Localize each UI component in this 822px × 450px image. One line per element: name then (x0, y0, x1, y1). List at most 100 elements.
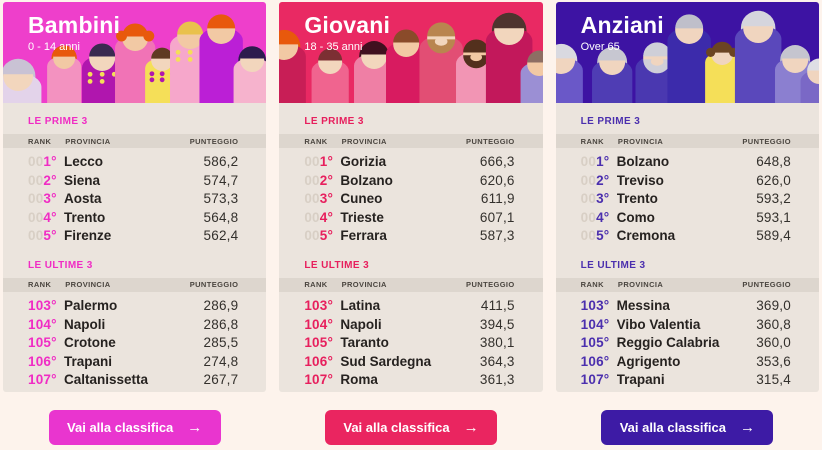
rank-value: 4° (319, 209, 334, 225)
rank-leading-zeros: 00 (580, 209, 597, 225)
table-row: 103° Messina 369,0 (581, 298, 791, 317)
column-header-punteggio: PUNTEGGIO (189, 136, 239, 146)
province-name: Trento (64, 209, 106, 225)
rank-cell: 003° (304, 191, 340, 206)
province-name: Cuneo (340, 191, 383, 207)
column-headers: RANK PROVINCIA PUNTEGGIO (555, 134, 819, 148)
province-name: Sud Sardegna (340, 353, 432, 369)
column-headers: RANK PROVINCIA PUNTEGGIO (3, 134, 267, 148)
province-name: Bolzano (340, 172, 393, 188)
score-value: 411,5 (480, 297, 515, 313)
arrow-right-icon: → (463, 419, 479, 436)
column-header-provincia: PROVINCIA (341, 136, 387, 146)
rank-cell: 107° (581, 372, 617, 387)
province-name: Trapani (616, 372, 665, 388)
province-name: Ferrara (340, 228, 387, 244)
rank-value: 2° (596, 172, 610, 188)
column-header-punteggio: PUNTEGGIO (742, 280, 791, 290)
rank-cell: 001° (304, 154, 340, 169)
arrow-right-icon: → (739, 419, 755, 436)
table-row: 003° Aosta 573,3 (28, 191, 238, 210)
top-section-label: LE PRIME 3 (28, 116, 88, 127)
top-section-label: LE PRIME 3 (304, 116, 364, 127)
rank-cell: 106° (304, 354, 340, 369)
card-body: LE PRIME 3 RANK PROVINCIA PUNTEGGIO 001°… (555, 103, 819, 392)
table-row: 107° Roma 361,3 (304, 372, 514, 391)
rank-value: 107° (580, 372, 610, 388)
rank-cell: 105° (304, 335, 340, 350)
bottom-section-label: LE ULTIME 3 (580, 259, 646, 271)
rank-cell: 107° (28, 372, 64, 387)
rank-cell: 005° (304, 228, 340, 243)
rank-leading-zeros: 00 (28, 191, 44, 207)
table-row: 003° Cuneo 611,9 (304, 191, 514, 210)
score-value: 573,3 (203, 191, 239, 207)
rank-leading-zeros: 00 (580, 172, 597, 188)
card-header: Anziani Over 65 (555, 2, 819, 103)
province-name: Roma (340, 372, 378, 388)
province-name: Gorizia (340, 154, 387, 169)
rank-cell: 106° (581, 354, 617, 369)
bottom-section-label: LE ULTIME 3 (304, 259, 370, 271)
rank-cell: 004° (581, 210, 617, 225)
top-ranking-rows: 001° Gorizia 666,3 002° Bolzano 620,6 00… (279, 148, 542, 247)
score-value: 364,3 (479, 353, 515, 369)
province-name: Trieste (340, 209, 384, 225)
table-row: 001° Bolzano 648,8 (581, 154, 791, 173)
button-row: Vai alla classifica → (279, 410, 542, 445)
score-value: 380,1 (479, 335, 515, 351)
bottom-ranking-rows: 103° Latina 411,5 104° Napoli 394,5 105°… (279, 292, 542, 391)
table-row: 001° Gorizia 666,3 (304, 154, 514, 173)
score-value: 611,9 (480, 191, 515, 207)
table-row: 104° Napoli 286,8 (28, 317, 238, 336)
table-row: 002° Siena 574,7 (28, 173, 238, 192)
score-value: 626,0 (756, 172, 791, 188)
rank-cell: 005° (28, 228, 64, 243)
score-value: 587,3 (479, 228, 515, 244)
go-to-ranking-button[interactable]: Vai alla classifica → (48, 410, 221, 445)
rank-leading-zeros: 00 (580, 191, 597, 207)
rank-value: 103° (304, 297, 334, 313)
table-row: 004° Trento 564,8 (28, 210, 238, 229)
table-row: 002° Bolzano 620,6 (304, 173, 514, 192)
go-to-ranking-label: Vai alla classifica (67, 420, 174, 435)
column-header-rank: RANK (304, 280, 328, 290)
score-value: 274,8 (203, 353, 239, 369)
go-to-ranking-button[interactable]: Vai alla classifica → (324, 410, 497, 445)
rank-value: 105° (304, 335, 334, 351)
column-header-punteggio: PUNTEGGIO (466, 280, 515, 290)
rank-cell: 105° (28, 335, 64, 350)
table-row: 107° Caltanissetta 267,7 (28, 372, 238, 391)
rank-value: 104° (304, 316, 334, 332)
score-value: 394,5 (479, 316, 515, 332)
rank-cell: 103° (28, 298, 64, 313)
bottom-ranking-rows: 103° Palermo 286,9 104° Napoli 286,8 105… (3, 292, 266, 391)
rank-cell: 001° (581, 154, 617, 169)
score-value: 360,0 (756, 335, 791, 351)
column-header-punteggio: PUNTEGGIO (189, 280, 239, 290)
go-to-ranking-button[interactable]: Vai alla classifica → (601, 410, 774, 445)
rank-cell: 001° (28, 154, 64, 169)
province-name: Agrigento (616, 353, 681, 369)
score-value: 315,4 (756, 372, 791, 388)
card-header-text: Anziani Over 65 (581, 12, 664, 53)
province-name: Cremona (616, 228, 676, 244)
rank-value: 2° (43, 172, 57, 188)
score-value: 286,9 (203, 297, 239, 313)
table-row: 105° Taranto 380,1 (304, 335, 514, 354)
table-row: 004° Como 593,1 (581, 210, 791, 229)
score-value: 369,0 (756, 297, 791, 313)
rank-cell: 004° (304, 210, 340, 225)
score-value: 267,7 (203, 372, 239, 388)
province-name: Messina (616, 297, 670, 313)
arrow-right-icon: → (187, 419, 203, 436)
rank-value: 105° (28, 335, 57, 351)
rank-cell: 104° (28, 317, 64, 332)
button-row: Vai alla classifica → (3, 410, 266, 445)
people-illustration (3, 14, 267, 103)
rank-value: 1° (43, 154, 57, 169)
province-name: Treviso (616, 172, 664, 188)
score-value: 353,6 (756, 353, 791, 369)
rank-value: 4° (43, 209, 57, 225)
score-value: 607,1 (479, 209, 515, 225)
